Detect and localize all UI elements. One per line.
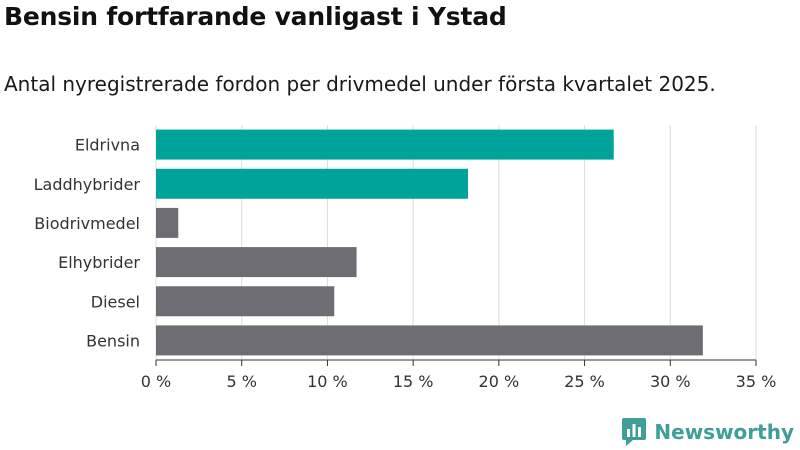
category-label: Bensin [86, 331, 140, 350]
chart-subtitle: Antal nyregistrerade fordon per drivmede… [4, 72, 716, 96]
bar-bensin [156, 325, 703, 356]
category-label: Eldrivna [75, 136, 140, 155]
bar-laddhybrider [156, 168, 468, 199]
category-label: Laddhybrider [34, 175, 141, 194]
bar-elhybrider [156, 247, 357, 278]
x-tick-label: 20 % [479, 372, 520, 391]
x-tick-label: 0 % [141, 372, 171, 391]
bar-biodrivmedel [156, 207, 179, 238]
x-tick-label: 15 % [393, 372, 434, 391]
bar-diesel [156, 286, 335, 317]
brand-logo: Newsworthy [622, 418, 794, 446]
x-tick-label: 35 % [736, 372, 777, 391]
x-tick-label: 5 % [226, 372, 256, 391]
x-tick-label: 30 % [650, 372, 691, 391]
bar-eldrivna [156, 129, 614, 160]
category-label: Elhybrider [58, 253, 140, 272]
brand-name: Newsworthy [654, 420, 794, 444]
category-label: Diesel [91, 292, 140, 311]
x-tick-label: 25 % [564, 372, 605, 391]
newsworthy-logo-icon [622, 418, 647, 446]
x-tick-label: 10 % [307, 372, 348, 391]
chart-title: Bensin fortfarande vanligast i Ystad [4, 2, 507, 31]
category-label: Biodrivmedel [34, 214, 140, 233]
